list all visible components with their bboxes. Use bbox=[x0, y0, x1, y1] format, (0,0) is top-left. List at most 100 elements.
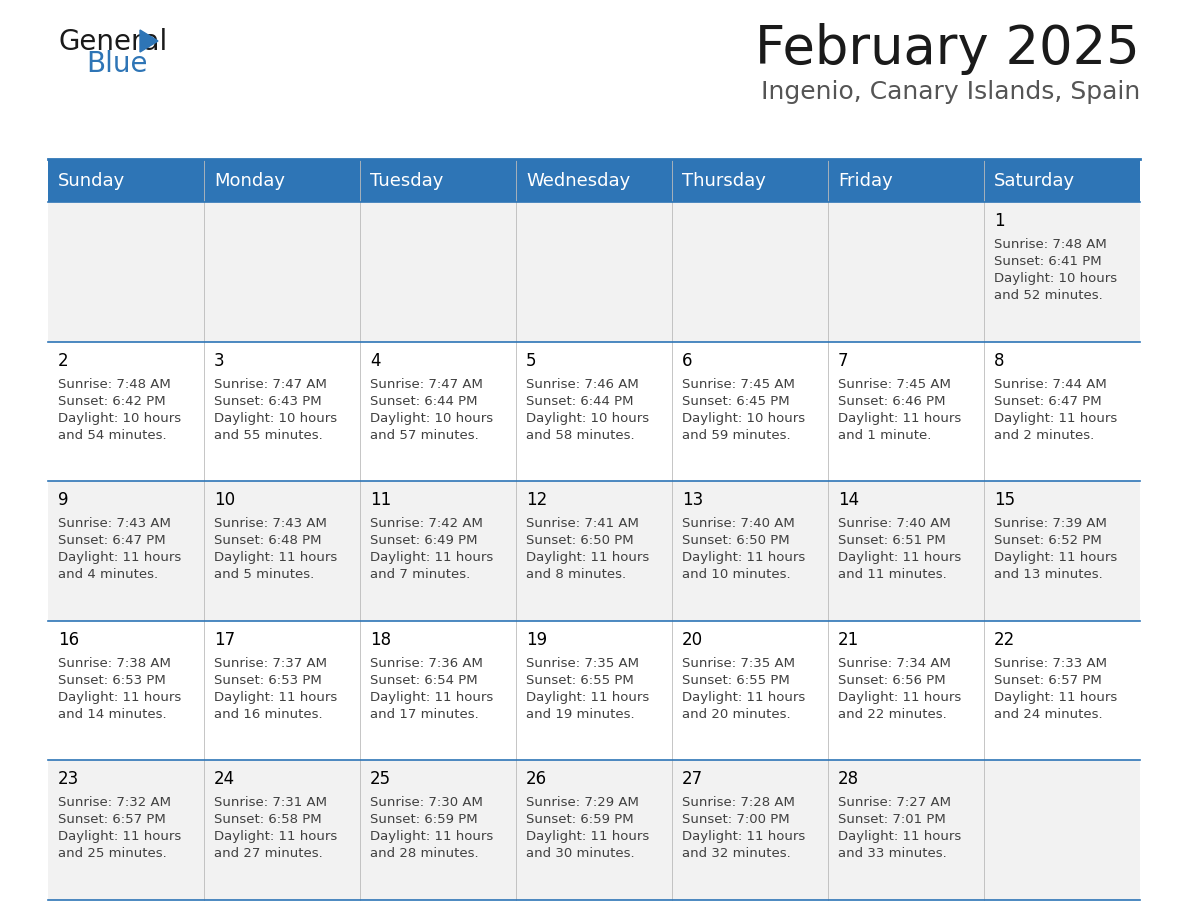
Text: Sunrise: 7:40 AM: Sunrise: 7:40 AM bbox=[838, 517, 950, 531]
Text: 23: 23 bbox=[58, 770, 80, 789]
Text: Daylight: 11 hours: Daylight: 11 hours bbox=[682, 691, 805, 704]
Text: Sunset: 6:47 PM: Sunset: 6:47 PM bbox=[58, 534, 165, 547]
Text: 22: 22 bbox=[994, 631, 1016, 649]
Text: and 24 minutes.: and 24 minutes. bbox=[994, 708, 1102, 721]
Text: Sunset: 6:55 PM: Sunset: 6:55 PM bbox=[682, 674, 790, 687]
Text: 24: 24 bbox=[214, 770, 235, 789]
Bar bbox=[360, 160, 516, 202]
Text: Sunrise: 7:28 AM: Sunrise: 7:28 AM bbox=[682, 797, 795, 810]
Text: Daylight: 11 hours: Daylight: 11 hours bbox=[994, 691, 1117, 704]
Text: Sunrise: 7:35 AM: Sunrise: 7:35 AM bbox=[682, 656, 795, 670]
Text: 3: 3 bbox=[214, 352, 225, 370]
Text: Sunset: 6:57 PM: Sunset: 6:57 PM bbox=[994, 674, 1101, 687]
Text: 1: 1 bbox=[994, 212, 1005, 230]
Text: Daylight: 11 hours: Daylight: 11 hours bbox=[526, 551, 650, 565]
Text: and 59 minutes.: and 59 minutes. bbox=[682, 429, 791, 442]
Text: Sunrise: 7:43 AM: Sunrise: 7:43 AM bbox=[58, 517, 171, 531]
Text: and 13 minutes.: and 13 minutes. bbox=[994, 568, 1102, 581]
Text: Daylight: 11 hours: Daylight: 11 hours bbox=[838, 411, 961, 425]
Text: Sunrise: 7:39 AM: Sunrise: 7:39 AM bbox=[994, 517, 1107, 531]
Text: Sunset: 7:01 PM: Sunset: 7:01 PM bbox=[838, 813, 946, 826]
Text: Sunset: 6:53 PM: Sunset: 6:53 PM bbox=[214, 674, 322, 687]
Text: Sunrise: 7:48 AM: Sunrise: 7:48 AM bbox=[994, 238, 1107, 251]
Text: 10: 10 bbox=[214, 491, 235, 509]
Text: Sunset: 6:50 PM: Sunset: 6:50 PM bbox=[526, 534, 633, 547]
Text: Daylight: 11 hours: Daylight: 11 hours bbox=[994, 411, 1117, 425]
Text: Sunrise: 7:47 AM: Sunrise: 7:47 AM bbox=[214, 377, 327, 390]
Text: Daylight: 11 hours: Daylight: 11 hours bbox=[682, 551, 805, 565]
Text: Sunset: 6:44 PM: Sunset: 6:44 PM bbox=[526, 395, 633, 408]
Bar bbox=[204, 160, 360, 202]
Text: and 4 minutes.: and 4 minutes. bbox=[58, 568, 158, 581]
Bar bbox=[828, 160, 984, 202]
Polygon shape bbox=[140, 30, 158, 52]
Text: and 57 minutes.: and 57 minutes. bbox=[369, 429, 479, 442]
Text: Sunset: 6:42 PM: Sunset: 6:42 PM bbox=[58, 395, 165, 408]
Text: Sunset: 6:50 PM: Sunset: 6:50 PM bbox=[682, 534, 790, 547]
Text: Sunrise: 7:37 AM: Sunrise: 7:37 AM bbox=[214, 656, 327, 670]
Text: Daylight: 10 hours: Daylight: 10 hours bbox=[994, 272, 1117, 285]
Text: Daylight: 11 hours: Daylight: 11 hours bbox=[838, 691, 961, 704]
Text: 14: 14 bbox=[838, 491, 859, 509]
Text: Sunset: 6:49 PM: Sunset: 6:49 PM bbox=[369, 534, 478, 547]
Bar bbox=[516, 160, 672, 202]
Text: and 11 minutes.: and 11 minutes. bbox=[838, 568, 947, 581]
Text: Daylight: 10 hours: Daylight: 10 hours bbox=[682, 411, 805, 425]
Text: Daylight: 11 hours: Daylight: 11 hours bbox=[214, 551, 337, 565]
Text: Sunrise: 7:41 AM: Sunrise: 7:41 AM bbox=[526, 517, 639, 531]
Text: Sunset: 6:59 PM: Sunset: 6:59 PM bbox=[369, 813, 478, 826]
Text: Sunset: 6:56 PM: Sunset: 6:56 PM bbox=[838, 674, 946, 687]
Text: 11: 11 bbox=[369, 491, 391, 509]
Text: and 58 minutes.: and 58 minutes. bbox=[526, 429, 634, 442]
Text: and 1 minute.: and 1 minute. bbox=[838, 429, 931, 442]
Text: Daylight: 11 hours: Daylight: 11 hours bbox=[838, 551, 961, 565]
Text: Daylight: 11 hours: Daylight: 11 hours bbox=[838, 831, 961, 844]
Text: Sunrise: 7:38 AM: Sunrise: 7:38 AM bbox=[58, 656, 171, 670]
Text: 25: 25 bbox=[369, 770, 391, 789]
Bar bbox=[984, 160, 1140, 202]
Text: Sunset: 6:55 PM: Sunset: 6:55 PM bbox=[526, 674, 633, 687]
Text: Saturday: Saturday bbox=[994, 172, 1075, 190]
Text: 5: 5 bbox=[526, 352, 537, 370]
Bar bbox=[48, 481, 1140, 621]
Text: Daylight: 10 hours: Daylight: 10 hours bbox=[58, 411, 181, 425]
Text: February 2025: February 2025 bbox=[756, 23, 1140, 75]
Text: Blue: Blue bbox=[86, 50, 147, 78]
Text: Sunrise: 7:36 AM: Sunrise: 7:36 AM bbox=[369, 656, 482, 670]
Bar bbox=[48, 341, 1140, 481]
Text: Sunset: 7:00 PM: Sunset: 7:00 PM bbox=[682, 813, 790, 826]
Text: Sunrise: 7:48 AM: Sunrise: 7:48 AM bbox=[58, 377, 171, 390]
Text: Daylight: 11 hours: Daylight: 11 hours bbox=[214, 691, 337, 704]
Text: Sunset: 6:46 PM: Sunset: 6:46 PM bbox=[838, 395, 946, 408]
Text: and 8 minutes.: and 8 minutes. bbox=[526, 568, 626, 581]
Text: Friday: Friday bbox=[838, 172, 892, 190]
Text: Sunset: 6:58 PM: Sunset: 6:58 PM bbox=[214, 813, 322, 826]
Text: and 33 minutes.: and 33 minutes. bbox=[838, 847, 947, 860]
Text: Sunday: Sunday bbox=[58, 172, 125, 190]
Text: Daylight: 10 hours: Daylight: 10 hours bbox=[369, 411, 493, 425]
Text: Daylight: 11 hours: Daylight: 11 hours bbox=[526, 831, 650, 844]
Text: Sunrise: 7:45 AM: Sunrise: 7:45 AM bbox=[838, 377, 950, 390]
Text: 18: 18 bbox=[369, 631, 391, 649]
Text: Daylight: 11 hours: Daylight: 11 hours bbox=[369, 551, 493, 565]
Text: 21: 21 bbox=[838, 631, 859, 649]
Text: Wednesday: Wednesday bbox=[526, 172, 631, 190]
Text: Sunrise: 7:33 AM: Sunrise: 7:33 AM bbox=[994, 656, 1107, 670]
Bar bbox=[48, 160, 204, 202]
Text: Daylight: 11 hours: Daylight: 11 hours bbox=[994, 551, 1117, 565]
Text: and 28 minutes.: and 28 minutes. bbox=[369, 847, 479, 860]
Text: Sunset: 6:45 PM: Sunset: 6:45 PM bbox=[682, 395, 790, 408]
Text: and 30 minutes.: and 30 minutes. bbox=[526, 847, 634, 860]
Text: and 14 minutes.: and 14 minutes. bbox=[58, 708, 166, 721]
Text: Sunset: 6:44 PM: Sunset: 6:44 PM bbox=[369, 395, 478, 408]
Text: Monday: Monday bbox=[214, 172, 285, 190]
Text: Sunset: 6:54 PM: Sunset: 6:54 PM bbox=[369, 674, 478, 687]
Text: Sunset: 6:59 PM: Sunset: 6:59 PM bbox=[526, 813, 633, 826]
Text: 15: 15 bbox=[994, 491, 1015, 509]
Text: and 10 minutes.: and 10 minutes. bbox=[682, 568, 791, 581]
Text: Daylight: 11 hours: Daylight: 11 hours bbox=[58, 831, 182, 844]
Text: Daylight: 11 hours: Daylight: 11 hours bbox=[526, 691, 650, 704]
Text: Sunrise: 7:42 AM: Sunrise: 7:42 AM bbox=[369, 517, 482, 531]
Text: and 17 minutes.: and 17 minutes. bbox=[369, 708, 479, 721]
Bar bbox=[48, 621, 1140, 760]
